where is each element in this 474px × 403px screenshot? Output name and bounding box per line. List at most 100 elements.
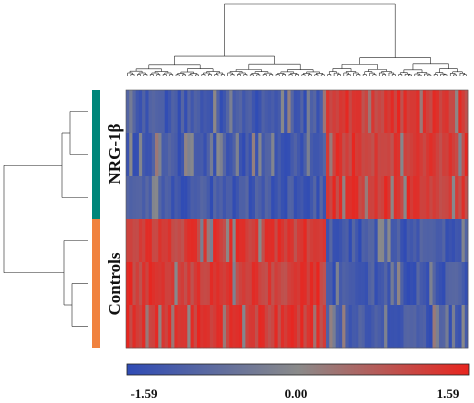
heatmap-cell bbox=[342, 90, 346, 134]
heatmap-cell bbox=[300, 133, 304, 177]
heatmap-cell bbox=[309, 305, 314, 349]
heatmap-cell bbox=[271, 133, 275, 177]
heatmap-cell bbox=[300, 262, 304, 306]
heatmap-cell bbox=[229, 219, 233, 263]
heatmap-cell bbox=[174, 176, 178, 220]
heatmap-cell bbox=[155, 262, 159, 306]
heatmap-cell bbox=[342, 219, 346, 263]
heatmap-cell bbox=[174, 219, 178, 263]
heatmap-cell bbox=[432, 133, 437, 177]
heatmap-cell bbox=[242, 176, 246, 220]
heatmap-cell bbox=[448, 90, 453, 134]
heatmap-cell bbox=[148, 305, 153, 349]
heatmap-cell bbox=[209, 219, 214, 263]
heatmap-cell bbox=[377, 90, 382, 134]
heatmap-cell bbox=[129, 90, 133, 134]
heatmap-cell bbox=[403, 133, 408, 177]
heatmap-cell bbox=[435, 133, 440, 177]
heatmap-cell bbox=[413, 176, 417, 220]
heatmap-cell bbox=[180, 176, 185, 220]
heatmap-cell bbox=[151, 133, 156, 177]
heatmap-cell bbox=[329, 305, 333, 349]
heatmap-cell bbox=[435, 176, 440, 220]
heatmap-cell bbox=[371, 262, 375, 306]
heatmap-cell bbox=[429, 219, 433, 263]
heatmap-cell bbox=[438, 90, 443, 134]
heatmap-cell bbox=[287, 90, 291, 134]
heatmap-cell bbox=[442, 305, 446, 349]
heatmap-cell bbox=[145, 90, 149, 134]
heatmap-cell bbox=[397, 133, 401, 177]
heatmap-cell bbox=[322, 90, 327, 134]
controls-group-bar bbox=[92, 219, 100, 348]
heatmap-cell bbox=[413, 219, 417, 263]
heatmap-cell bbox=[280, 305, 285, 349]
heatmap-cell bbox=[316, 90, 320, 134]
heatmap-cell bbox=[242, 90, 246, 134]
heatmap-cell bbox=[313, 219, 317, 263]
heatmap-cell bbox=[203, 176, 208, 220]
heatmap-cell bbox=[364, 262, 369, 306]
heatmap-cell bbox=[177, 90, 182, 134]
heatmap-cell bbox=[364, 219, 369, 263]
heatmap-cell bbox=[455, 133, 459, 177]
heatmap-cell bbox=[151, 262, 156, 306]
heatmap-cell bbox=[126, 90, 130, 134]
heatmap-cell bbox=[342, 262, 346, 306]
heatmap-cell bbox=[232, 133, 237, 177]
heatmap-cell bbox=[145, 305, 149, 349]
heatmap-cell bbox=[335, 133, 340, 177]
heatmap-cell bbox=[148, 219, 153, 263]
heatmap-cell bbox=[384, 219, 388, 263]
heatmap-cell bbox=[442, 262, 446, 306]
heatmap-cell bbox=[348, 133, 353, 177]
heatmap-cell bbox=[135, 90, 140, 134]
heatmap-cell bbox=[155, 90, 159, 134]
heatmap-cell bbox=[126, 262, 130, 306]
heatmap-cell bbox=[409, 305, 414, 349]
heatmap-cell bbox=[451, 90, 456, 134]
heatmap-cell bbox=[416, 262, 420, 306]
heatmap-cell bbox=[387, 262, 391, 306]
heatmap-cell bbox=[135, 219, 140, 263]
heatmap-cell bbox=[351, 305, 356, 349]
heatmap-cell bbox=[390, 219, 395, 263]
heatmap-cell bbox=[209, 133, 214, 177]
heatmap-cell bbox=[445, 90, 449, 134]
heatmap-cell bbox=[400, 176, 404, 220]
heatmap-cell bbox=[432, 90, 437, 134]
heatmap-cell bbox=[380, 176, 385, 220]
heatmap-cell bbox=[448, 262, 453, 306]
heatmap-cell bbox=[232, 90, 237, 134]
heatmap-cell bbox=[280, 90, 285, 134]
heatmap-cell bbox=[309, 176, 314, 220]
heatmap-cell bbox=[335, 262, 340, 306]
heatmap-cell bbox=[400, 305, 404, 349]
heatmap-cell bbox=[135, 262, 140, 306]
heatmap-cell bbox=[322, 305, 327, 349]
heatmap-cell bbox=[332, 133, 337, 177]
heatmap-cell bbox=[222, 176, 227, 220]
heatmap-cell bbox=[232, 176, 237, 220]
heatmap-cell bbox=[216, 90, 220, 134]
heatmap-cell bbox=[464, 176, 469, 220]
heatmap-cell bbox=[309, 133, 314, 177]
heatmap-cell bbox=[271, 262, 275, 306]
heatmap-cell bbox=[148, 133, 153, 177]
heatmap-cell bbox=[319, 305, 324, 349]
heatmap-cell bbox=[306, 133, 311, 177]
heatmap-cell bbox=[287, 176, 291, 220]
heatmap-cell bbox=[248, 176, 253, 220]
heatmap-cell bbox=[213, 90, 217, 134]
heatmap-cell bbox=[132, 305, 137, 349]
heatmap-cell bbox=[367, 133, 372, 177]
heatmap-cell bbox=[167, 219, 172, 263]
heatmap-cell bbox=[432, 305, 437, 349]
heatmap-cell bbox=[261, 305, 266, 349]
heatmap-cell bbox=[367, 262, 372, 306]
heatmap-cell bbox=[319, 133, 324, 177]
heatmap-cell bbox=[248, 262, 253, 306]
heatmap-cell bbox=[329, 219, 333, 263]
heatmap-cell bbox=[371, 133, 375, 177]
heatmap-cell bbox=[309, 262, 314, 306]
